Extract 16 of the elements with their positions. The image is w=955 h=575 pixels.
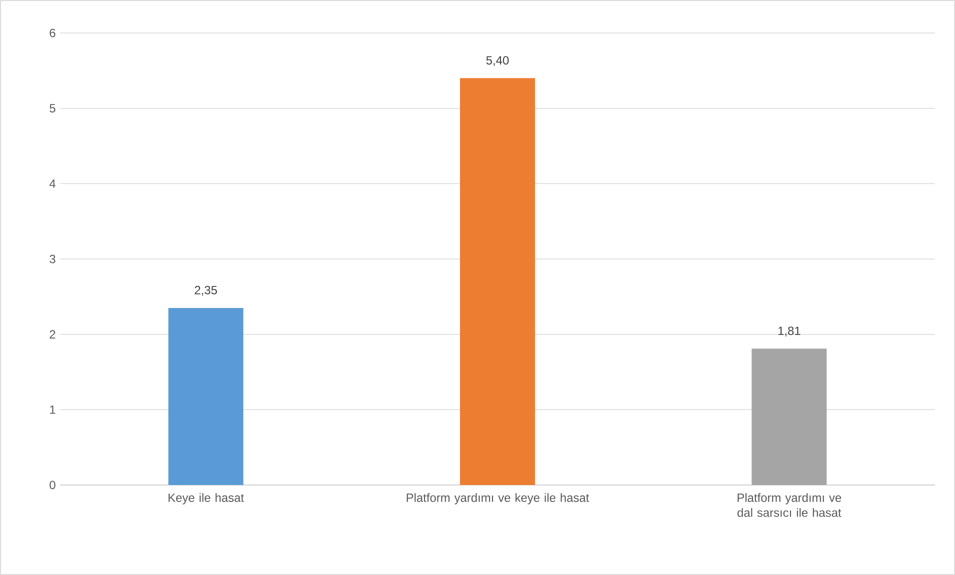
bar (168, 308, 244, 485)
x-tick-label: Platform yardımı ve dal sarsıcı ile hasat (738, 493, 842, 517)
data-label: 2,35 (194, 286, 217, 296)
y-tick-label: 4 (49, 180, 56, 188)
x-tick-label: Keye ile hasat (168, 493, 244, 504)
y-tick-label: 2 (50, 330, 56, 338)
y-tick-label: 3 (50, 254, 56, 264)
bar (460, 78, 536, 485)
y-tick-label: 1 (50, 406, 56, 414)
data-label: 5,40 (486, 56, 509, 66)
x-tick-label: Platform yardımı ve keye ile hasat (406, 493, 590, 504)
bar (752, 348, 827, 485)
y-tick-label: 5 (50, 104, 56, 112)
y-tick-label: 6 (50, 28, 56, 38)
data-label: 1,81 (778, 326, 800, 336)
y-tick-label: 0 (50, 480, 56, 490)
